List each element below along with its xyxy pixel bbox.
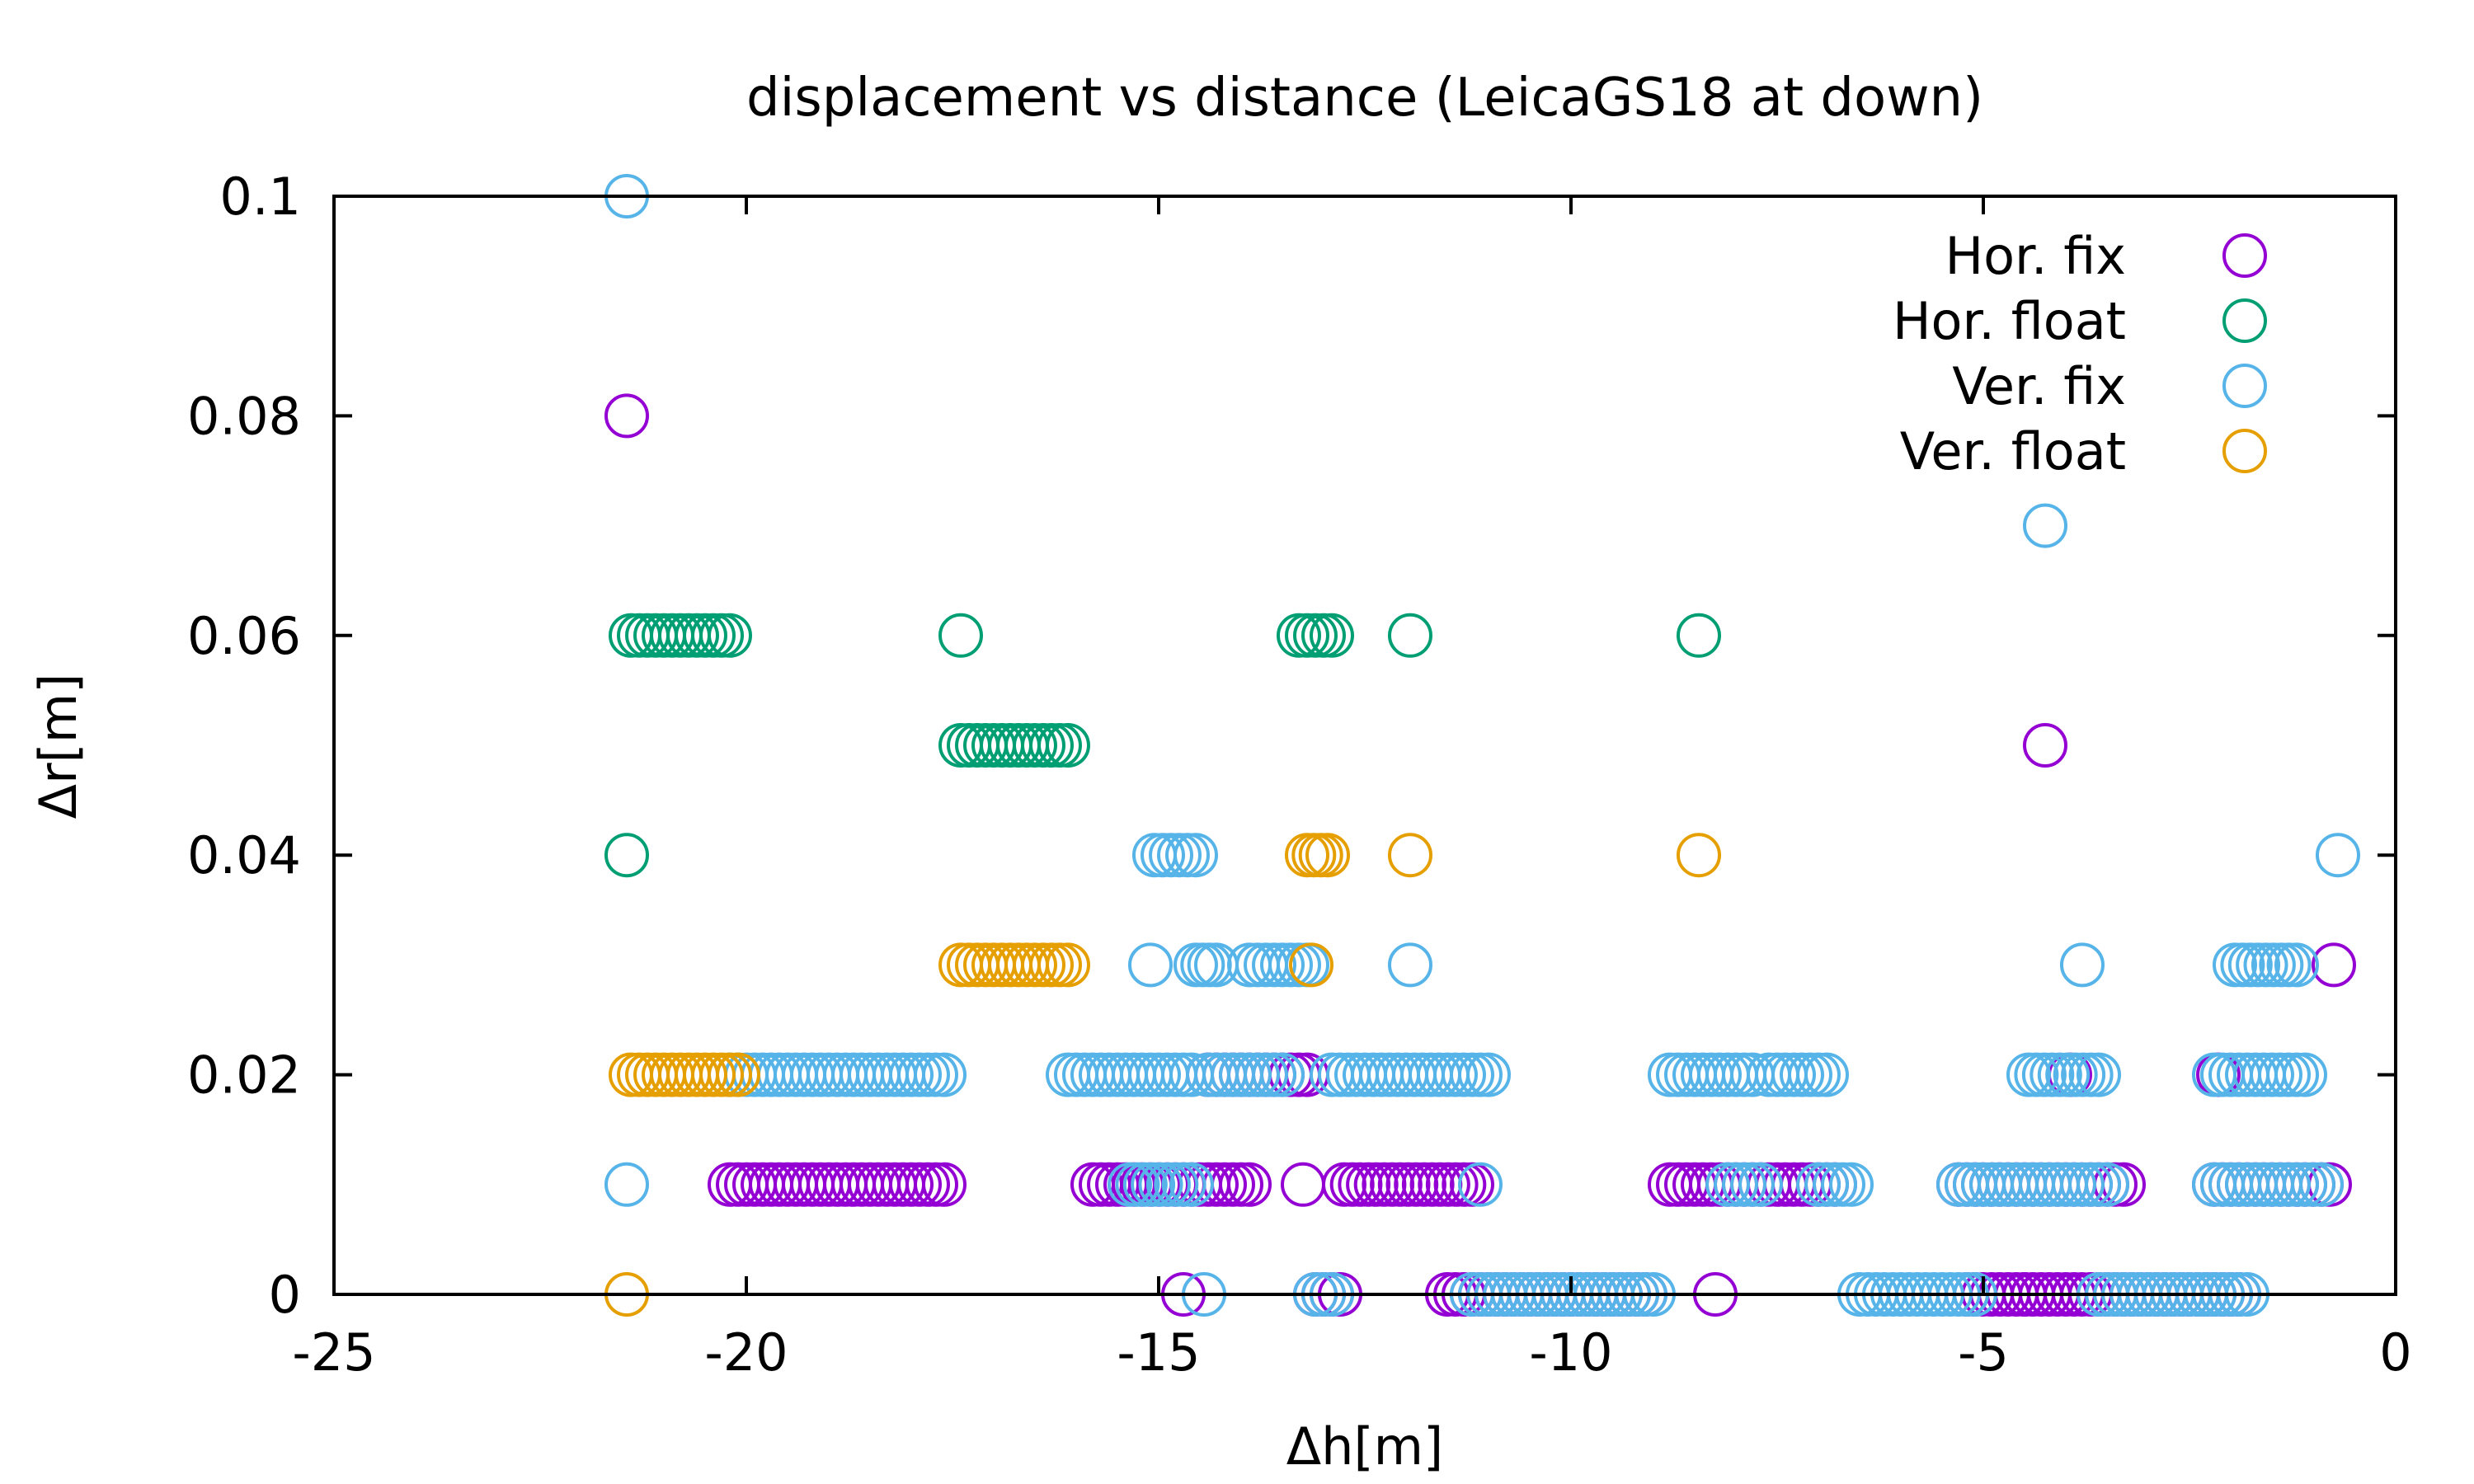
- legend-label: Hor. float: [1893, 291, 2126, 351]
- data-point: [1388, 613, 1432, 658]
- legend-item: Hor. fix: [1945, 226, 2267, 286]
- legend-item: Ver. float: [1900, 421, 2267, 481]
- x-tick-label: -10: [1529, 1322, 1612, 1383]
- x-axis-label: Δh[m]: [1286, 1416, 1443, 1477]
- data-point: [1260, 1052, 1305, 1097]
- series-ver-float: [604, 833, 1721, 1317]
- y-tick-label: 0.02: [187, 1045, 301, 1106]
- data-point: [1829, 1162, 1874, 1207]
- data-point: [2060, 942, 2105, 988]
- legend-marker: [2222, 233, 2267, 278]
- data-point: [2316, 833, 2360, 878]
- legend-label: Hor. fix: [1945, 226, 2126, 286]
- legend-label: Ver. fix: [1952, 356, 2126, 416]
- data-point: [2023, 503, 2067, 548]
- legend-marker: [2222, 364, 2267, 408]
- data-point: [938, 613, 983, 658]
- data-point: [1388, 833, 1432, 878]
- data-point: [922, 1052, 967, 1097]
- data-point: [2312, 942, 2356, 988]
- legend-marker: [2222, 429, 2267, 473]
- data-point: [604, 1162, 649, 1207]
- data-point: [1466, 1052, 1511, 1097]
- data-point: [1305, 833, 1350, 878]
- data-marks: [604, 174, 2360, 1317]
- data-point: [1128, 942, 1173, 988]
- y-tick-label: 0: [269, 1265, 301, 1325]
- data-point: [1169, 1162, 1214, 1207]
- data-point: [2023, 723, 2067, 768]
- data-point: [1046, 723, 1090, 768]
- data-point: [922, 1162, 967, 1207]
- x-tick-label: -15: [1117, 1322, 1200, 1383]
- plot-frame: [332, 195, 2397, 1296]
- chart-title: displacement vs distance (LeicaGS18 at d…: [746, 68, 1983, 129]
- y-tick-label: 0.04: [187, 825, 301, 885]
- legend-label: Ver. float: [1900, 421, 2126, 481]
- data-point: [1046, 942, 1090, 988]
- x-tick-label: -25: [292, 1322, 375, 1383]
- x-tick-label: -5: [1958, 1322, 2009, 1383]
- y-tick-label: 0.1: [219, 167, 301, 227]
- data-point: [1677, 833, 1721, 878]
- axis-ticks: -25 -20 -15 -10 -5 0 0 0.02 0.04 0.06 0.08 0.1: [187, 167, 2412, 1383]
- data-point: [708, 613, 752, 658]
- y-axis-label: Δr[m]: [28, 674, 88, 819]
- data-point: [1804, 1052, 1849, 1097]
- y-tick-label: 0.06: [187, 606, 301, 666]
- data-point: [716, 1052, 760, 1097]
- y-tick-label: 0.08: [187, 386, 301, 446]
- data-point: [2274, 942, 2319, 988]
- data-point: [604, 833, 649, 878]
- data-point: [1310, 613, 1354, 658]
- data-point: [2299, 1162, 2344, 1207]
- data-point: [2283, 1052, 2327, 1097]
- data-point: [1458, 1162, 1503, 1207]
- legend-marker: [2222, 298, 2267, 343]
- data-point: [2085, 1162, 2129, 1207]
- data-point: [1289, 942, 1333, 988]
- series-hor-float: [604, 613, 1721, 878]
- data-point: [2077, 1052, 2121, 1097]
- legend-item: Ver. fix: [1952, 356, 2267, 416]
- data-point: [1227, 1162, 1272, 1207]
- x-tick-label: 0: [2379, 1322, 2411, 1383]
- legend-item: Hor. float: [1893, 291, 2267, 351]
- data-point: [1174, 833, 1218, 878]
- data-point: [604, 393, 649, 439]
- data-point: [1677, 613, 1721, 658]
- data-point: [1388, 942, 1432, 988]
- data-point: [1281, 1162, 1325, 1207]
- x-tick-label: -20: [704, 1322, 788, 1383]
- data-point: [1738, 1162, 1783, 1207]
